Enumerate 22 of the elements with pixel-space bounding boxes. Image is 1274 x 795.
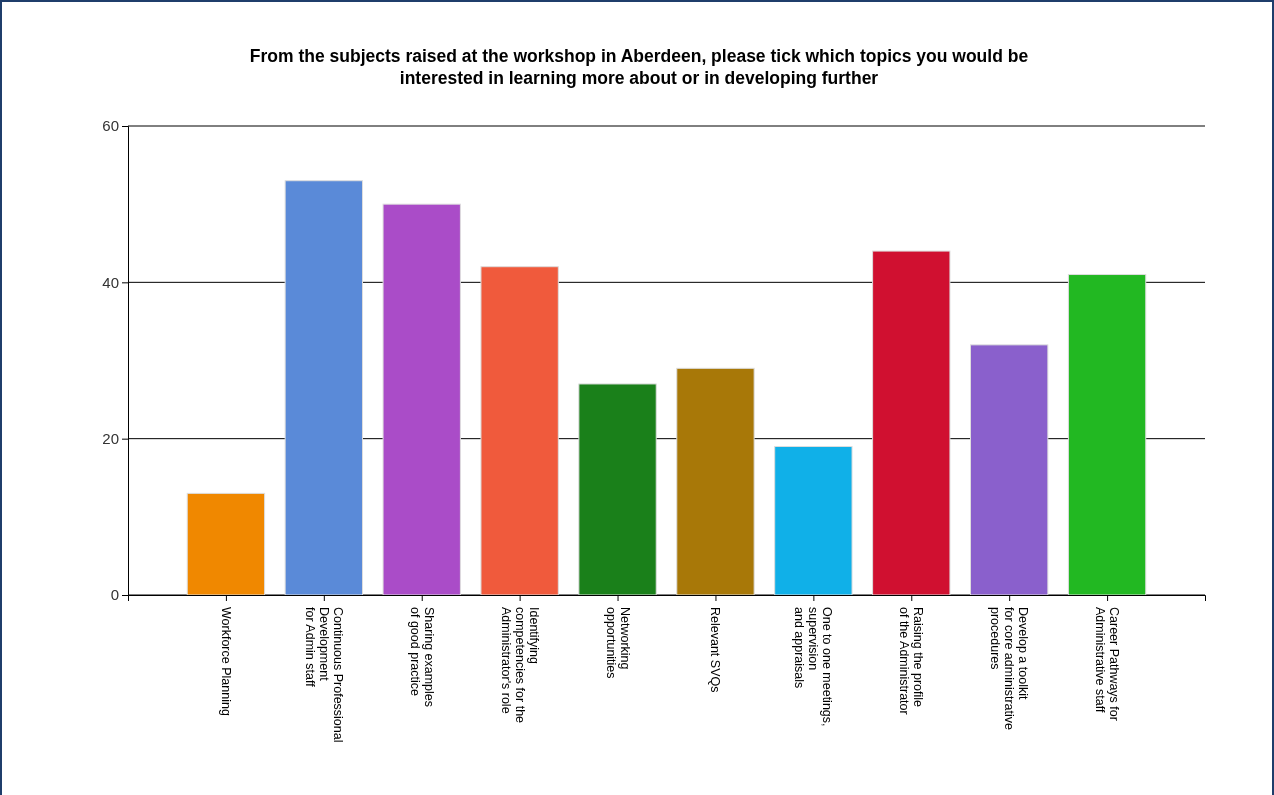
x-tick-label: Continuous Professional Development for Admin staff	[302, 607, 345, 743]
x-tick-label: Networking opportunities	[603, 607, 632, 679]
bar	[480, 266, 559, 596]
x-tick-label: Sharing examples of good practice	[407, 607, 436, 708]
bar	[872, 250, 951, 596]
x-tick-label: Develop a toolkit for core administrative procedures	[988, 607, 1031, 731]
bar	[382, 203, 461, 596]
x-tick-label: Relevant SVQs	[708, 607, 723, 693]
bar	[284, 180, 363, 596]
x-tick-label: One to one meetings, supervision and appraisals	[792, 607, 835, 727]
x-tick-label: Workforce Planning	[218, 607, 233, 716]
bar	[676, 367, 755, 596]
bar	[1067, 274, 1147, 596]
bar	[578, 383, 657, 596]
y-tick-label: 60	[102, 117, 119, 135]
y-tick-label: 40	[102, 273, 119, 291]
bar	[970, 344, 1049, 596]
chart-title: From the subjects raised at the workshop in Aberdeen, please tick which topics you would be interested in learning more about or in developing further	[249, 46, 1029, 88]
bar	[186, 492, 266, 596]
y-tick-label: 0	[110, 586, 119, 604]
bar	[774, 445, 853, 596]
y-tick-label: 20	[102, 429, 119, 447]
